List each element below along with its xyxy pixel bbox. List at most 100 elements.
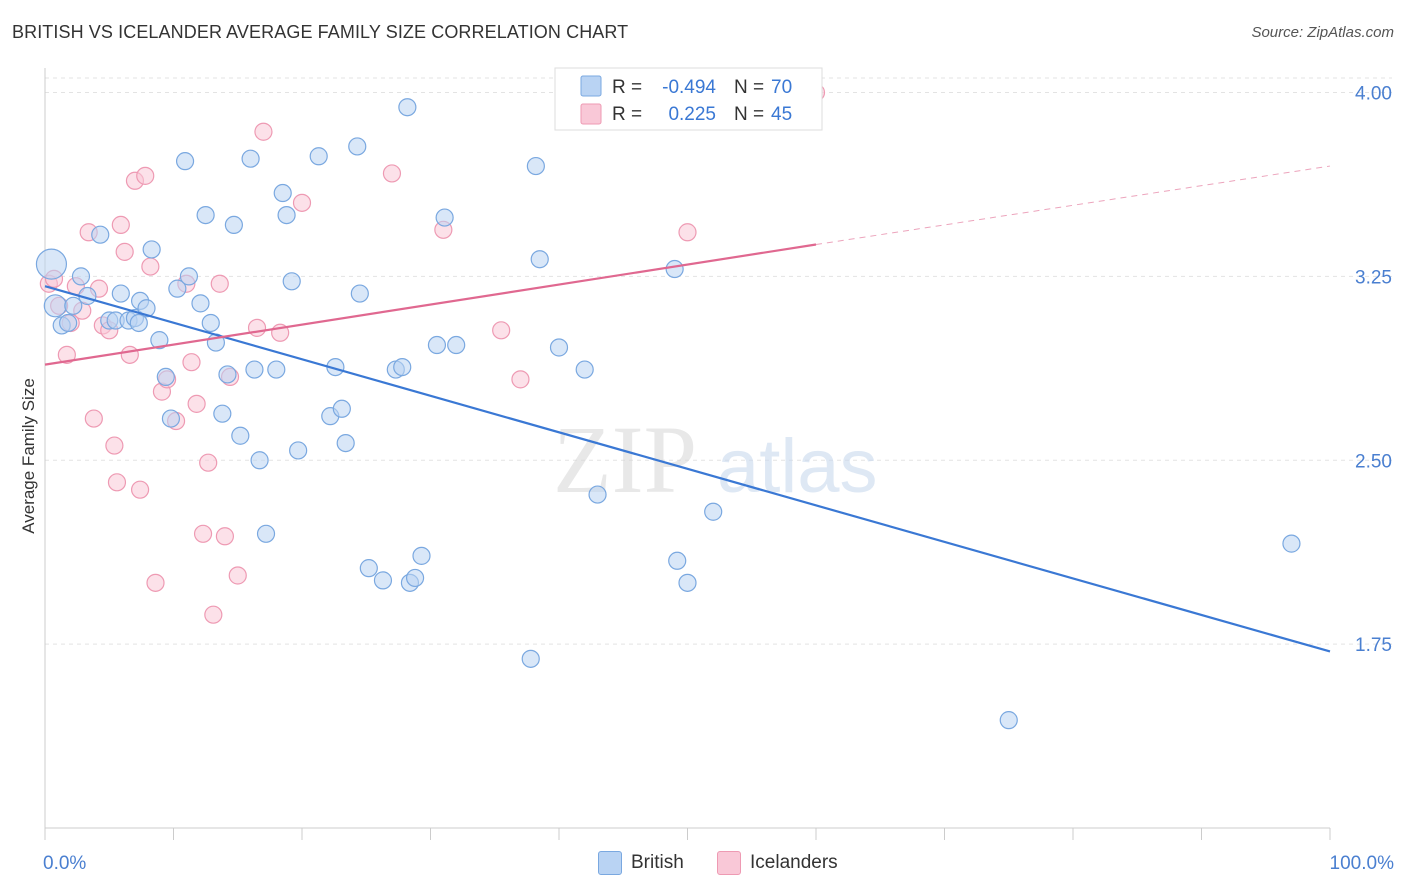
icelanders-point-28	[193, 524, 213, 543]
british-point-3	[59, 313, 78, 333]
british-point-39	[309, 147, 328, 166]
british-point-66	[704, 502, 723, 521]
x-tick-label-1: 100.0%	[1330, 853, 1395, 874]
icelanders-point-13	[107, 473, 127, 492]
legend-r-label-british: R =	[612, 77, 642, 98]
british-point-19	[168, 279, 187, 298]
icelanders-point-42	[511, 370, 530, 389]
icelanders-point-38	[292, 193, 312, 212]
icelanders-point-34	[228, 566, 247, 585]
icelanders-point-43	[678, 223, 697, 242]
legend-n-value-icelanders: 45	[771, 104, 792, 125]
legend-item-british[interactable]: British	[598, 851, 684, 875]
british-point-24	[201, 313, 220, 333]
watermark-atlas: atlas	[717, 424, 878, 509]
british-point-49	[393, 357, 412, 377]
icelanders-point-30	[204, 605, 223, 624]
legend-n-label-british: N =	[734, 77, 764, 98]
icelanders-point-41	[492, 321, 511, 340]
british-point-69	[129, 313, 148, 333]
british-point-22	[191, 294, 210, 313]
british-point-56	[447, 335, 466, 355]
british-point-68	[1282, 534, 1301, 553]
british-point-36	[277, 205, 296, 225]
y-tick-label-3: 4.00	[1355, 84, 1392, 105]
icelanders-point-8	[84, 409, 103, 428]
british-point-1	[43, 294, 67, 318]
y-tick-label-0: 1.75	[1355, 635, 1392, 656]
legend-swatch-icelanders-bottom	[717, 851, 741, 875]
british-point-16	[150, 331, 169, 350]
british-point-59	[530, 250, 549, 269]
british-point-34	[267, 360, 286, 379]
icelanders-point-3	[57, 345, 76, 364]
british-point-17	[156, 367, 175, 387]
icelanders-point-29	[199, 453, 218, 472]
icelanders-point-14	[111, 215, 130, 235]
legend-label-british: British	[631, 852, 684, 873]
icelanders-point-18	[130, 480, 150, 499]
icelanders-point-36	[254, 122, 273, 141]
british-point-20	[175, 152, 195, 171]
british-point-29	[231, 426, 250, 445]
british-point-18	[161, 409, 181, 428]
british-point-27	[218, 365, 237, 384]
icelanders-point-21	[146, 573, 165, 592]
british-trend-line	[44, 285, 1331, 653]
british-point-65	[678, 573, 697, 592]
watermark-zip: ZIP	[553, 406, 697, 513]
british-point-67	[999, 711, 1018, 730]
british-point-55	[435, 208, 454, 227]
legend-swatch-british	[580, 75, 602, 97]
british-point-63	[665, 259, 684, 279]
british-point-61	[575, 360, 594, 379]
legend-swatch-british-bottom	[598, 851, 622, 875]
legend-item-icelanders[interactable]: Icelanders	[717, 851, 838, 875]
british-point-0	[35, 248, 68, 280]
british-point-35	[273, 183, 292, 203]
british-point-37	[282, 272, 301, 291]
british-point-44	[348, 137, 367, 156]
british-point-28	[224, 215, 243, 235]
british-point-5	[71, 267, 91, 286]
british-point-7	[91, 225, 110, 244]
british-point-46	[359, 559, 378, 578]
y-tick-label-2: 3.25	[1355, 267, 1392, 288]
icelanders-trend-extension	[815, 165, 1331, 246]
legend-label-icelanders: Icelanders	[750, 852, 838, 873]
icelanders-point-20	[141, 257, 160, 276]
tick-labels: 1.75 2.50 3.25 4.00 0.0% 100.0%	[43, 84, 1394, 874]
british-point-42	[332, 399, 351, 418]
legend-n-value-british: 70	[771, 77, 792, 98]
british-point-60	[549, 338, 569, 357]
icelanders-point-32	[215, 527, 234, 546]
british-point-54	[427, 335, 447, 355]
british-point-21	[179, 267, 199, 286]
british-point-62	[588, 485, 607, 504]
y-axis-label: Average Family Size	[19, 378, 38, 534]
stats-legend: R = -0.494 N = 70 R = 0.225 N = 45	[554, 67, 823, 131]
watermark: ZIP atlas	[553, 406, 878, 513]
y-tick-label-1: 2.50	[1355, 451, 1392, 472]
icelanders-point-19	[136, 166, 155, 185]
icelanders-point-16	[120, 345, 139, 364]
british-point-43	[336, 433, 355, 453]
icelanders-point-26	[182, 353, 201, 372]
icelanders-point-15	[115, 242, 134, 261]
british-point-4	[64, 296, 83, 315]
british-point-33	[256, 524, 276, 543]
icelanders-point-12	[105, 436, 124, 455]
british-points	[35, 98, 1301, 730]
legend-r-value-british: -0.494	[662, 77, 716, 98]
trend-lines	[44, 165, 1331, 653]
legend-swatch-icelanders	[580, 103, 602, 125]
legend-r-label-icelanders: R =	[612, 104, 642, 125]
chart-title: BRITISH VS ICELANDER AVERAGE FAMILY SIZE…	[12, 22, 629, 42]
british-point-15	[142, 240, 161, 259]
british-point-64	[668, 551, 687, 570]
british-point-30	[241, 149, 260, 168]
british-point-58	[526, 156, 545, 176]
british-point-47	[373, 571, 393, 590]
legend-r-value-icelanders: 0.225	[668, 104, 716, 125]
